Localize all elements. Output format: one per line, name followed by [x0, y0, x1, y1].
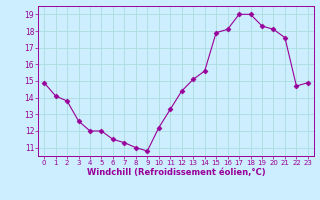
X-axis label: Windchill (Refroidissement éolien,°C): Windchill (Refroidissement éolien,°C): [87, 168, 265, 177]
